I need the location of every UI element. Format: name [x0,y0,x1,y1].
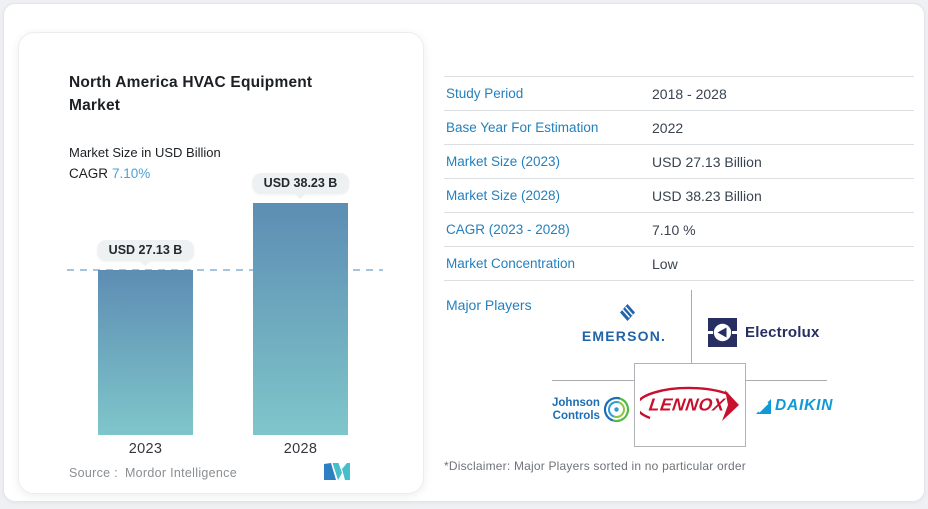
row-value: Low [652,255,678,272]
bar-chart: USD 27.13 B 2023 USD 38.23 B 2028 [19,33,423,493]
cagr-row: CAGR 7.10% [69,166,150,181]
logo-emerson: EMERSON. [574,304,674,344]
emerson-diamond-icon [619,304,635,321]
johnson-controls-wordmark: Johnson Controls [552,396,600,422]
daikin-triangle-icon [756,398,771,414]
facts-panel: Study Period 2018 - 2028 Base Year For Est… [444,4,914,509]
row-value: 2022 [652,119,684,136]
emerson-wordmark: EMERSON. [581,328,667,344]
disclaimer-text: *Disclaimer: Major Players sorted in no … [444,459,746,473]
electrolux-mark-icon [708,318,737,347]
electrolux-wordmark: Electrolux [745,324,820,341]
bar [98,270,193,435]
row-value: USD 38.23 Billion [652,187,762,204]
reference-dashed-line [67,269,383,271]
bar [253,203,348,435]
mordor-intelligence-logo-icon [324,463,350,480]
cagr-value: 7.10% [112,166,151,181]
lennox-swoosh-icon [640,386,739,421]
table-row: Base Year For Estimation 2022 [444,111,914,145]
source-label: Source : [69,466,118,480]
major-players-heading: Major Players [446,297,532,313]
row-label: Market Size (2023) [446,154,561,169]
x-axis-label: 2023 [128,441,163,457]
chart-subtitle: Market Size in USD Billion [69,145,221,160]
bar-value-badge: USD 27.13 B [96,240,195,266]
logo-lennox: LENNOX [640,383,740,427]
logo-johnson-controls: Johnson Controls [552,396,630,423]
source-name: Mordor Intelligence [124,466,237,480]
johnson-controls-swirl-icon [603,396,630,423]
report-card: North America HVAC Equipment Market Mark… [3,3,925,502]
table-row: Market Size (2023) USD 27.13 Billion [444,145,914,179]
chart-title: North America HVAC Equipment Market [69,74,313,115]
divider-vertical-line [691,290,692,363]
row-value: 2018 - 2028 [652,85,727,102]
row-label: Market Size (2028) [446,188,561,203]
table-row: Study Period 2018 - 2028 [444,77,914,111]
chart-panel: North America HVAC Equipment Market Mark… [18,32,424,494]
center-logo-box [634,363,746,447]
cagr-label: CAGR [69,166,109,181]
row-value: 7.10 % [652,221,696,238]
bar-group-2023: USD 27.13 B 2023 [96,33,195,493]
row-value: USD 27.13 Billion [652,153,762,170]
row-label: Base Year For Estimation [446,120,599,135]
row-label: CAGR (2023 - 2028) [446,222,570,237]
row-label: Market Concentration [446,256,576,271]
info-table: Study Period 2018 - 2028 Base Year For Est… [444,76,914,281]
table-row: Market Size (2028) USD 38.23 Billion [444,179,914,213]
table-row: CAGR (2023 - 2028) 7.10 % [444,213,914,247]
source-attribution: Source : Mordor Intelligence [69,466,237,480]
lennox-wordmark: LENNOX [647,394,727,415]
x-axis-label: 2028 [283,441,318,457]
major-players-diagram: EMERSON. Electrolux Johnson Controls [444,284,914,456]
logo-electrolux: Electrolux [708,318,820,347]
daikin-wordmark: DAIKIN [775,397,834,414]
table-row: Market Concentration Low [444,247,914,281]
bar-value-badge: USD 38.23 B [251,173,350,199]
logo-daikin: DAIKIN [755,397,833,415]
row-label: Study Period [446,86,524,101]
bar-group-2028: USD 38.23 B 2028 [251,33,350,493]
